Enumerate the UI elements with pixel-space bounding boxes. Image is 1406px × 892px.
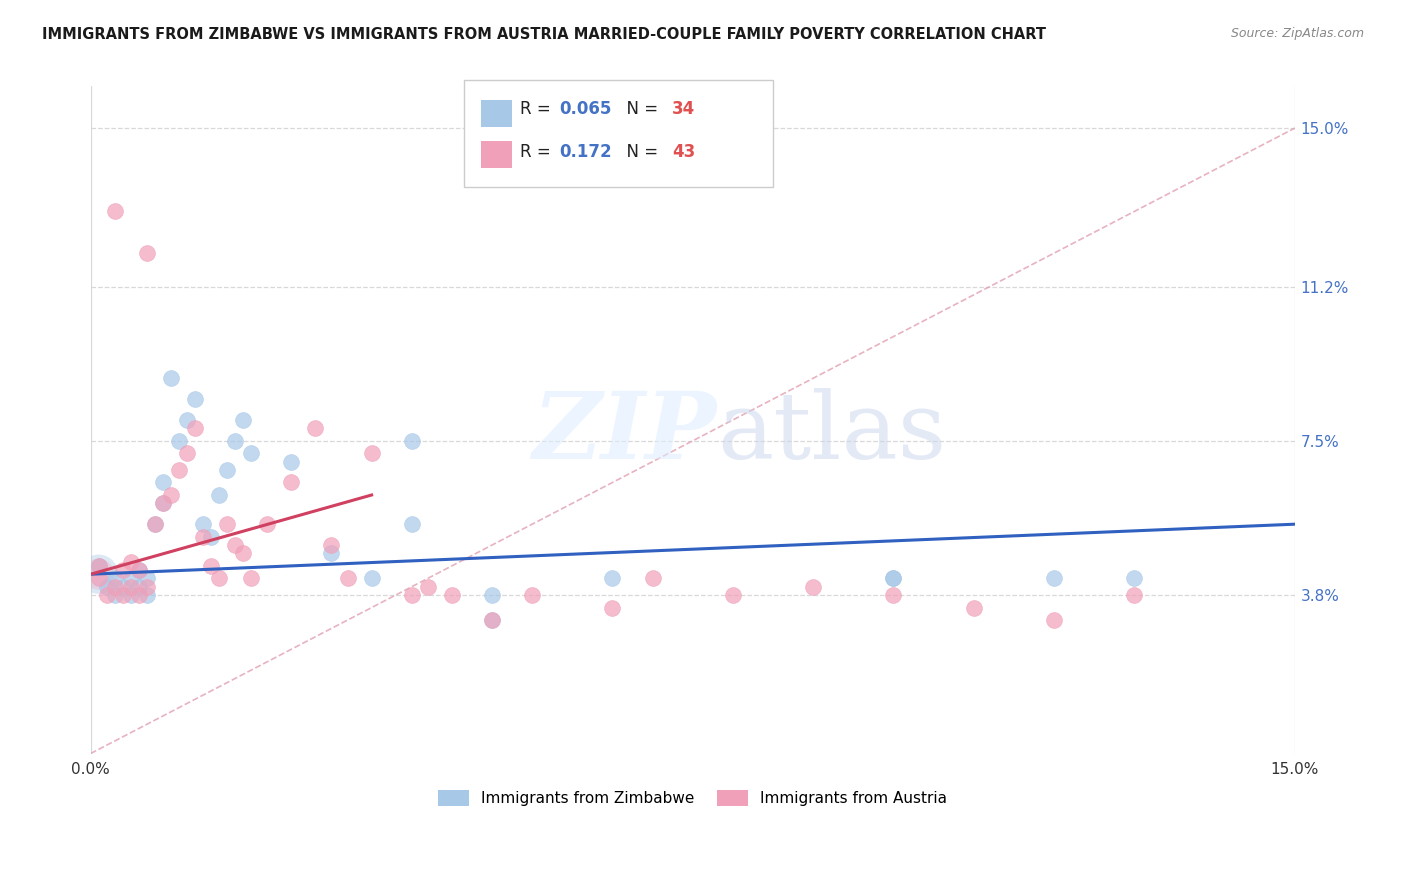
- Point: [191, 517, 214, 532]
- Text: atlas: atlas: [717, 388, 946, 478]
- Point: [256, 517, 278, 532]
- Point: [96, 580, 118, 594]
- Point: [104, 571, 127, 585]
- Point: [1123, 571, 1146, 585]
- Text: 0.065: 0.065: [560, 100, 612, 118]
- Point: [160, 371, 183, 385]
- Point: [280, 455, 302, 469]
- Point: [208, 488, 231, 502]
- Text: IMMIGRANTS FROM ZIMBABWE VS IMMIGRANTS FROM AUSTRIA MARRIED-COUPLE FAMILY POVERT: IMMIGRANTS FROM ZIMBABWE VS IMMIGRANTS F…: [42, 27, 1046, 42]
- Point: [360, 571, 382, 585]
- Point: [135, 571, 157, 585]
- Point: [440, 588, 463, 602]
- Point: [96, 588, 118, 602]
- Point: [184, 392, 207, 406]
- Point: [280, 475, 302, 490]
- Text: N =: N =: [616, 100, 664, 118]
- Point: [111, 563, 134, 577]
- Point: [87, 558, 110, 573]
- Point: [401, 517, 423, 532]
- Point: [522, 588, 544, 602]
- Point: [152, 475, 174, 490]
- Point: [602, 600, 624, 615]
- Point: [143, 517, 166, 532]
- Point: [882, 588, 904, 602]
- Point: [224, 434, 246, 448]
- Point: [87, 571, 110, 585]
- Point: [481, 588, 503, 602]
- Point: [641, 571, 664, 585]
- Point: [224, 538, 246, 552]
- Point: [304, 421, 326, 435]
- Text: Source: ZipAtlas.com: Source: ZipAtlas.com: [1230, 27, 1364, 40]
- Text: R =: R =: [520, 143, 561, 161]
- Point: [152, 496, 174, 510]
- Point: [401, 588, 423, 602]
- Point: [240, 571, 263, 585]
- Point: [87, 558, 110, 573]
- Point: [135, 588, 157, 602]
- Point: [208, 571, 231, 585]
- Point: [104, 204, 127, 219]
- Point: [120, 588, 142, 602]
- Point: [721, 588, 744, 602]
- Point: [120, 571, 142, 585]
- Point: [1043, 613, 1066, 627]
- Point: [176, 413, 198, 427]
- Point: [111, 588, 134, 602]
- Point: [111, 580, 134, 594]
- Text: 0.172: 0.172: [560, 143, 612, 161]
- Point: [160, 488, 183, 502]
- Point: [184, 421, 207, 435]
- Point: [120, 580, 142, 594]
- Text: 34: 34: [672, 100, 696, 118]
- Point: [128, 588, 150, 602]
- Text: 43: 43: [672, 143, 696, 161]
- Point: [135, 246, 157, 260]
- Point: [128, 563, 150, 577]
- Text: ZIP: ZIP: [533, 388, 717, 478]
- Point: [232, 413, 254, 427]
- Point: [128, 580, 150, 594]
- Point: [416, 580, 439, 594]
- Point: [321, 546, 343, 560]
- Point: [191, 530, 214, 544]
- Point: [87, 567, 110, 582]
- Point: [801, 580, 824, 594]
- Point: [1123, 588, 1146, 602]
- Point: [167, 463, 190, 477]
- Point: [104, 588, 127, 602]
- Point: [176, 446, 198, 460]
- Point: [240, 446, 263, 460]
- Point: [360, 446, 382, 460]
- Point: [200, 558, 222, 573]
- Point: [217, 463, 239, 477]
- Text: R =: R =: [520, 100, 557, 118]
- Point: [87, 567, 110, 582]
- Text: N =: N =: [616, 143, 664, 161]
- Point: [232, 546, 254, 560]
- Point: [336, 571, 359, 585]
- Point: [882, 571, 904, 585]
- Point: [882, 571, 904, 585]
- Point: [1043, 571, 1066, 585]
- Point: [481, 613, 503, 627]
- Point: [321, 538, 343, 552]
- Point: [143, 517, 166, 532]
- Point: [128, 563, 150, 577]
- Legend: Immigrants from Zimbabwe, Immigrants from Austria: Immigrants from Zimbabwe, Immigrants fro…: [432, 784, 953, 813]
- Point: [104, 580, 127, 594]
- Point: [602, 571, 624, 585]
- Point: [135, 580, 157, 594]
- Point: [167, 434, 190, 448]
- Point: [481, 613, 503, 627]
- Point: [963, 600, 986, 615]
- Point: [401, 434, 423, 448]
- Point: [120, 555, 142, 569]
- Point: [217, 517, 239, 532]
- Point: [152, 496, 174, 510]
- Point: [200, 530, 222, 544]
